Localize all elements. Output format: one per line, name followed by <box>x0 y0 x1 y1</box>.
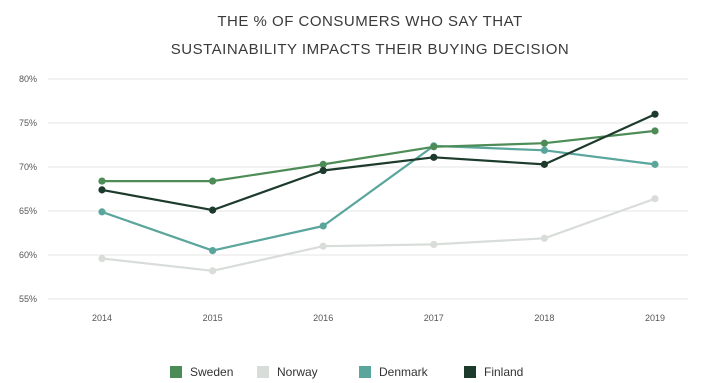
legend-label: Norway <box>277 365 318 379</box>
data-point-sweden <box>651 127 659 135</box>
data-point-denmark <box>98 208 106 216</box>
data-point-sweden <box>430 143 438 151</box>
data-point-denmark <box>209 247 217 255</box>
series-norway <box>98 195 659 275</box>
data-point-norway <box>209 267 217 275</box>
data-point-denmark <box>651 160 659 168</box>
data-point-denmark <box>319 222 327 230</box>
data-point-denmark <box>540 146 549 154</box>
grid <box>48 78 688 300</box>
x-axis: 2014 2015 2016 2017 2018 2019 <box>92 313 665 323</box>
legend-swatch <box>257 366 269 378</box>
data-point-finland <box>540 160 549 168</box>
data-point-norway <box>98 254 106 263</box>
chart-title-line-1: THE % OF CONSUMERS WHO SAY THAT <box>217 13 522 30</box>
y-tick-label: 70% <box>19 162 37 172</box>
legend-item-denmark: Denmark <box>359 365 429 379</box>
legend-label: Sweden <box>190 365 233 379</box>
data-point-norway <box>651 195 659 203</box>
legend-item-sweden: Sweden <box>170 365 233 379</box>
legend-label: Denmark <box>379 365 429 379</box>
x-tick-label: 2014 <box>92 313 112 323</box>
data-point-sweden <box>98 177 106 185</box>
legend-item-norway: Norway <box>257 365 318 379</box>
series-sweden <box>98 127 659 185</box>
data-point-sweden <box>209 177 217 185</box>
x-tick-label: 2019 <box>645 313 665 323</box>
data-point-sweden <box>540 139 549 147</box>
legend-item-finland: Finland <box>464 365 523 379</box>
series-line-sweden <box>102 129 656 183</box>
series-line-norway <box>101 197 656 272</box>
y-tick-label: 75% <box>19 118 37 128</box>
y-axis: 80% 75% 70% 65% 60% 55% <box>19 74 37 304</box>
series-line-finland <box>101 113 656 212</box>
series-line-denmark <box>101 144 656 252</box>
data-point-finland <box>209 206 217 214</box>
y-tick-label: 65% <box>19 206 37 216</box>
data-point-norway <box>430 240 438 249</box>
data-point-sweden <box>319 160 327 168</box>
data-point-finland <box>319 166 327 175</box>
series-group <box>98 110 659 275</box>
data-point-finland <box>430 153 438 161</box>
chart-title-line-2: SUSTAINABILITY IMPACTS THEIR BUYING DECI… <box>171 41 569 58</box>
chart-title: THE % OF CONSUMERS WHO SAY THAT SUSTAINA… <box>171 13 569 58</box>
x-tick-label: 2015 <box>203 313 223 323</box>
y-tick-label: 60% <box>19 250 37 260</box>
series-denmark <box>98 142 659 255</box>
y-tick-label: 55% <box>19 294 37 304</box>
legend: Sweden Norway Denmark Finland <box>170 365 523 379</box>
data-point-norway <box>540 234 549 242</box>
x-tick-label: 2016 <box>313 313 333 323</box>
x-tick-label: 2018 <box>534 313 554 323</box>
data-point-finland <box>651 110 659 118</box>
data-point-norway <box>319 242 327 250</box>
legend-swatch <box>359 366 371 378</box>
data-point-finland <box>98 186 106 194</box>
series-finland <box>98 110 659 214</box>
y-tick-label: 80% <box>19 74 37 84</box>
legend-swatch <box>170 366 182 378</box>
legend-swatch <box>464 366 476 378</box>
x-tick-label: 2017 <box>424 313 444 323</box>
legend-label: Finland <box>484 365 523 379</box>
